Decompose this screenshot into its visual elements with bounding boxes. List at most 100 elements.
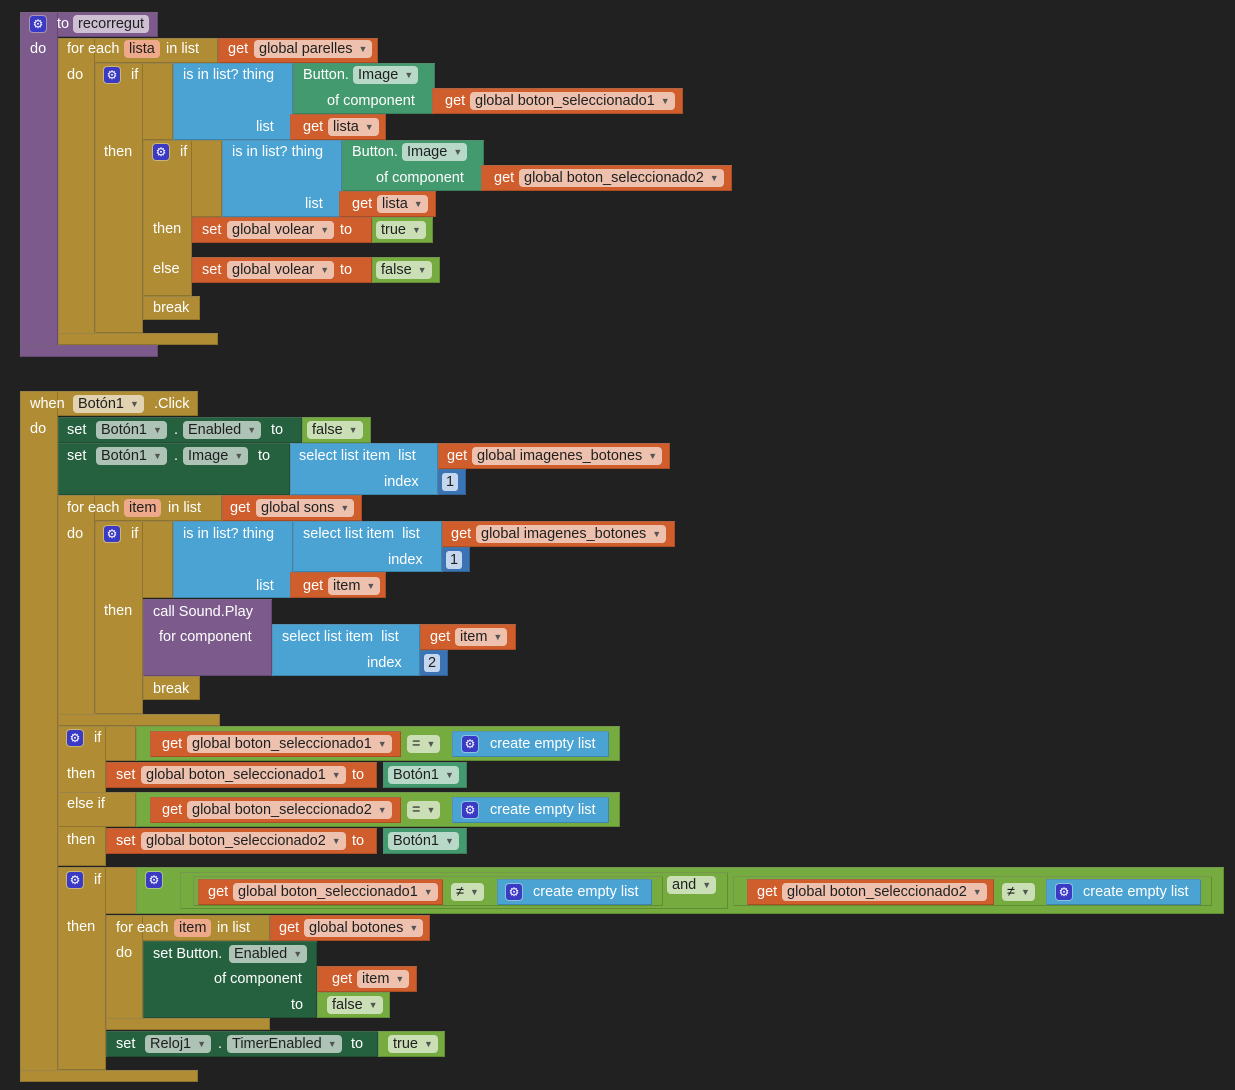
dropdown-arrow-icon[interactable]: ▼ [426, 805, 436, 815]
dropdown-arrow-icon[interactable]: ▼ [152, 451, 162, 461]
dropdown-arrow-icon[interactable]: ▼ [413, 199, 423, 209]
dropdown-field[interactable]: true ▼ [388, 1035, 438, 1053]
dropdown-field[interactable]: global botones ▼ [304, 919, 424, 937]
dropdown-arrow-icon[interactable]: ▼ [197, 1039, 207, 1049]
dropdown-field[interactable]: ≠ ▼ [1002, 883, 1035, 901]
dropdown-arrow-icon[interactable]: ▼ [648, 451, 658, 461]
procedure-block[interactable] [20, 12, 58, 357]
dropdown-arrow-icon[interactable]: ▼ [366, 581, 376, 591]
number-field[interactable]: 1 [442, 473, 459, 491]
for-each-footer[interactable] [106, 1018, 270, 1030]
if-block-body[interactable] [95, 63, 143, 333]
dropdown-arrow-icon[interactable]: ▼ [444, 770, 454, 780]
dropdown-arrow-icon[interactable]: ▼ [423, 887, 433, 897]
dropdown-arrow-icon[interactable]: ▼ [412, 225, 421, 235]
variable-name-field[interactable]: item [174, 919, 212, 937]
is-in-list-block[interactable] [222, 140, 342, 217]
select-list-item-block[interactable] [290, 443, 438, 495]
for-each-body[interactable] [58, 495, 95, 726]
dropdown-field[interactable]: Botón1 ▼ [388, 832, 459, 850]
select-list-item-block[interactable] [272, 624, 420, 676]
dropdown-arrow-icon[interactable]: ▼ [331, 770, 341, 780]
dropdown-field[interactable]: item ▼ [455, 628, 508, 646]
gear-icon[interactable]: ⚙ [1056, 884, 1072, 900]
when-click-body[interactable] [20, 391, 58, 1082]
dropdown-field[interactable]: and ▼ [667, 876, 717, 894]
else-if-row[interactable] [58, 792, 136, 827]
dropdown-field[interactable]: = ▼ [407, 801, 441, 819]
dropdown-arrow-icon[interactable]: ▼ [395, 974, 405, 984]
dropdown-field[interactable]: false ▼ [327, 996, 383, 1014]
dropdown-field[interactable]: Image ▼ [183, 447, 249, 465]
dropdown-arrow-icon[interactable]: ▼ [234, 451, 244, 461]
dropdown-field[interactable]: Botón1 ▼ [96, 421, 167, 439]
variable-name-field[interactable]: lista [124, 40, 160, 58]
dropdown-field[interactable]: global boton_seleccionado2 ▼ [782, 883, 987, 901]
dropdown-field[interactable]: global boton_seleccionado2 ▼ [141, 832, 346, 850]
dropdown-arrow-icon[interactable]: ▼ [652, 529, 662, 539]
dropdown-arrow-icon[interactable]: ▼ [320, 225, 330, 235]
dropdown-arrow-icon[interactable]: ▼ [426, 739, 436, 749]
dropdown-field[interactable]: TimerEnabled ▼ [227, 1035, 342, 1053]
gear-icon[interactable]: ⚙ [462, 736, 478, 752]
break-block[interactable] [143, 676, 200, 700]
gear-icon[interactable]: ⚙ [506, 884, 522, 900]
is-in-list-block[interactable] [173, 63, 293, 140]
number-field[interactable]: 1 [446, 551, 463, 569]
gear-icon[interactable]: ⚙ [146, 872, 162, 888]
dropdown-arrow-icon[interactable]: ▼ [327, 1039, 337, 1049]
dropdown-field[interactable]: Enabled ▼ [183, 421, 262, 439]
break-block[interactable] [143, 296, 200, 320]
for-each-footer[interactable] [58, 714, 220, 726]
dropdown-arrow-icon[interactable]: ▼ [493, 632, 503, 642]
dropdown-arrow-icon[interactable]: ▼ [331, 836, 341, 846]
dropdown-arrow-icon[interactable]: ▼ [364, 122, 374, 132]
dropdown-arrow-icon[interactable]: ▼ [453, 147, 463, 157]
dropdown-arrow-icon[interactable]: ▼ [377, 805, 387, 815]
dropdown-field[interactable]: global boton_seleccionado2 ▼ [187, 801, 392, 819]
dropdown-field[interactable]: Image ▼ [353, 66, 419, 84]
dropdown-arrow-icon[interactable]: ▼ [293, 949, 303, 959]
dropdown-field[interactable]: global boton_seleccionado1 ▼ [233, 883, 438, 901]
procedure-name-field[interactable]: recorregut [73, 15, 150, 33]
gear-icon[interactable]: ⚙ [30, 16, 46, 32]
dropdown-arrow-icon[interactable]: ▼ [409, 923, 419, 933]
dropdown-arrow-icon[interactable]: ▼ [444, 836, 454, 846]
when-click-footer[interactable] [20, 1070, 198, 1082]
dropdown-field[interactable]: Enabled ▼ [229, 945, 308, 963]
for-each-body[interactable] [106, 915, 143, 1030]
create-empty-list-block[interactable] [452, 731, 609, 757]
dropdown-field[interactable]: global volear ▼ [227, 221, 335, 239]
dropdown-field[interactable]: Botón1 ▼ [73, 395, 144, 413]
dropdown-arrow-icon[interactable]: ▼ [377, 739, 387, 749]
dropdown-field[interactable]: lista ▼ [328, 118, 379, 136]
dropdown-arrow-icon[interactable]: ▼ [152, 425, 162, 435]
gear-icon[interactable]: ⚙ [67, 872, 83, 888]
dropdown-arrow-icon[interactable]: ▼ [404, 70, 414, 80]
procedure-block-footer[interactable] [20, 345, 158, 357]
call-sound-play-block[interactable] [143, 599, 272, 676]
dropdown-arrow-icon[interactable]: ▼ [702, 880, 712, 890]
dropdown-arrow-icon[interactable]: ▼ [368, 1000, 378, 1010]
dropdown-arrow-icon[interactable]: ▼ [320, 265, 330, 275]
gear-icon[interactable]: ⚙ [153, 144, 169, 160]
for-each-body[interactable] [58, 38, 95, 345]
dropdown-field[interactable]: item ▼ [328, 577, 381, 595]
dropdown-field[interactable]: global boton_seleccionado1 ▼ [141, 766, 346, 784]
dropdown-arrow-icon[interactable]: ▼ [660, 96, 670, 106]
gear-icon[interactable]: ⚙ [67, 730, 83, 746]
dropdown-field[interactable]: false ▼ [376, 261, 432, 279]
if-block-body[interactable] [58, 867, 106, 1070]
dropdown-field[interactable]: global imagenes_botones ▼ [472, 447, 663, 465]
dropdown-arrow-icon[interactable]: ▼ [417, 265, 427, 275]
dropdown-field[interactable]: global imagenes_botones ▼ [476, 525, 667, 543]
select-list-item-block[interactable] [293, 521, 442, 572]
dropdown-arrow-icon[interactable]: ▼ [358, 44, 368, 54]
dropdown-field[interactable]: Botón1 ▼ [96, 447, 167, 465]
dropdown-arrow-icon[interactable]: ▼ [424, 1039, 433, 1049]
dropdown-field[interactable]: = ▼ [407, 735, 441, 753]
gear-icon[interactable]: ⚙ [462, 802, 478, 818]
is-in-list-block[interactable] [173, 521, 293, 598]
if-block-body[interactable] [95, 521, 143, 714]
